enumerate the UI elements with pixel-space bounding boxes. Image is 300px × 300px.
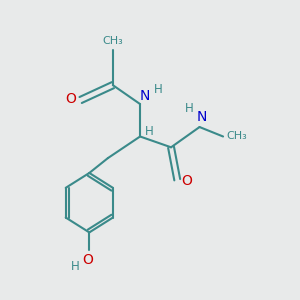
Text: CH₃: CH₃ xyxy=(226,131,247,142)
Text: O: O xyxy=(65,92,76,106)
Text: O: O xyxy=(82,253,93,267)
Text: H: H xyxy=(71,260,80,273)
Text: H: H xyxy=(185,102,194,115)
Text: H: H xyxy=(154,83,163,96)
Text: CH₃: CH₃ xyxy=(103,36,123,46)
Text: N: N xyxy=(140,89,150,103)
Text: O: O xyxy=(181,174,192,188)
Text: N: N xyxy=(197,110,207,124)
Text: H: H xyxy=(145,124,154,138)
